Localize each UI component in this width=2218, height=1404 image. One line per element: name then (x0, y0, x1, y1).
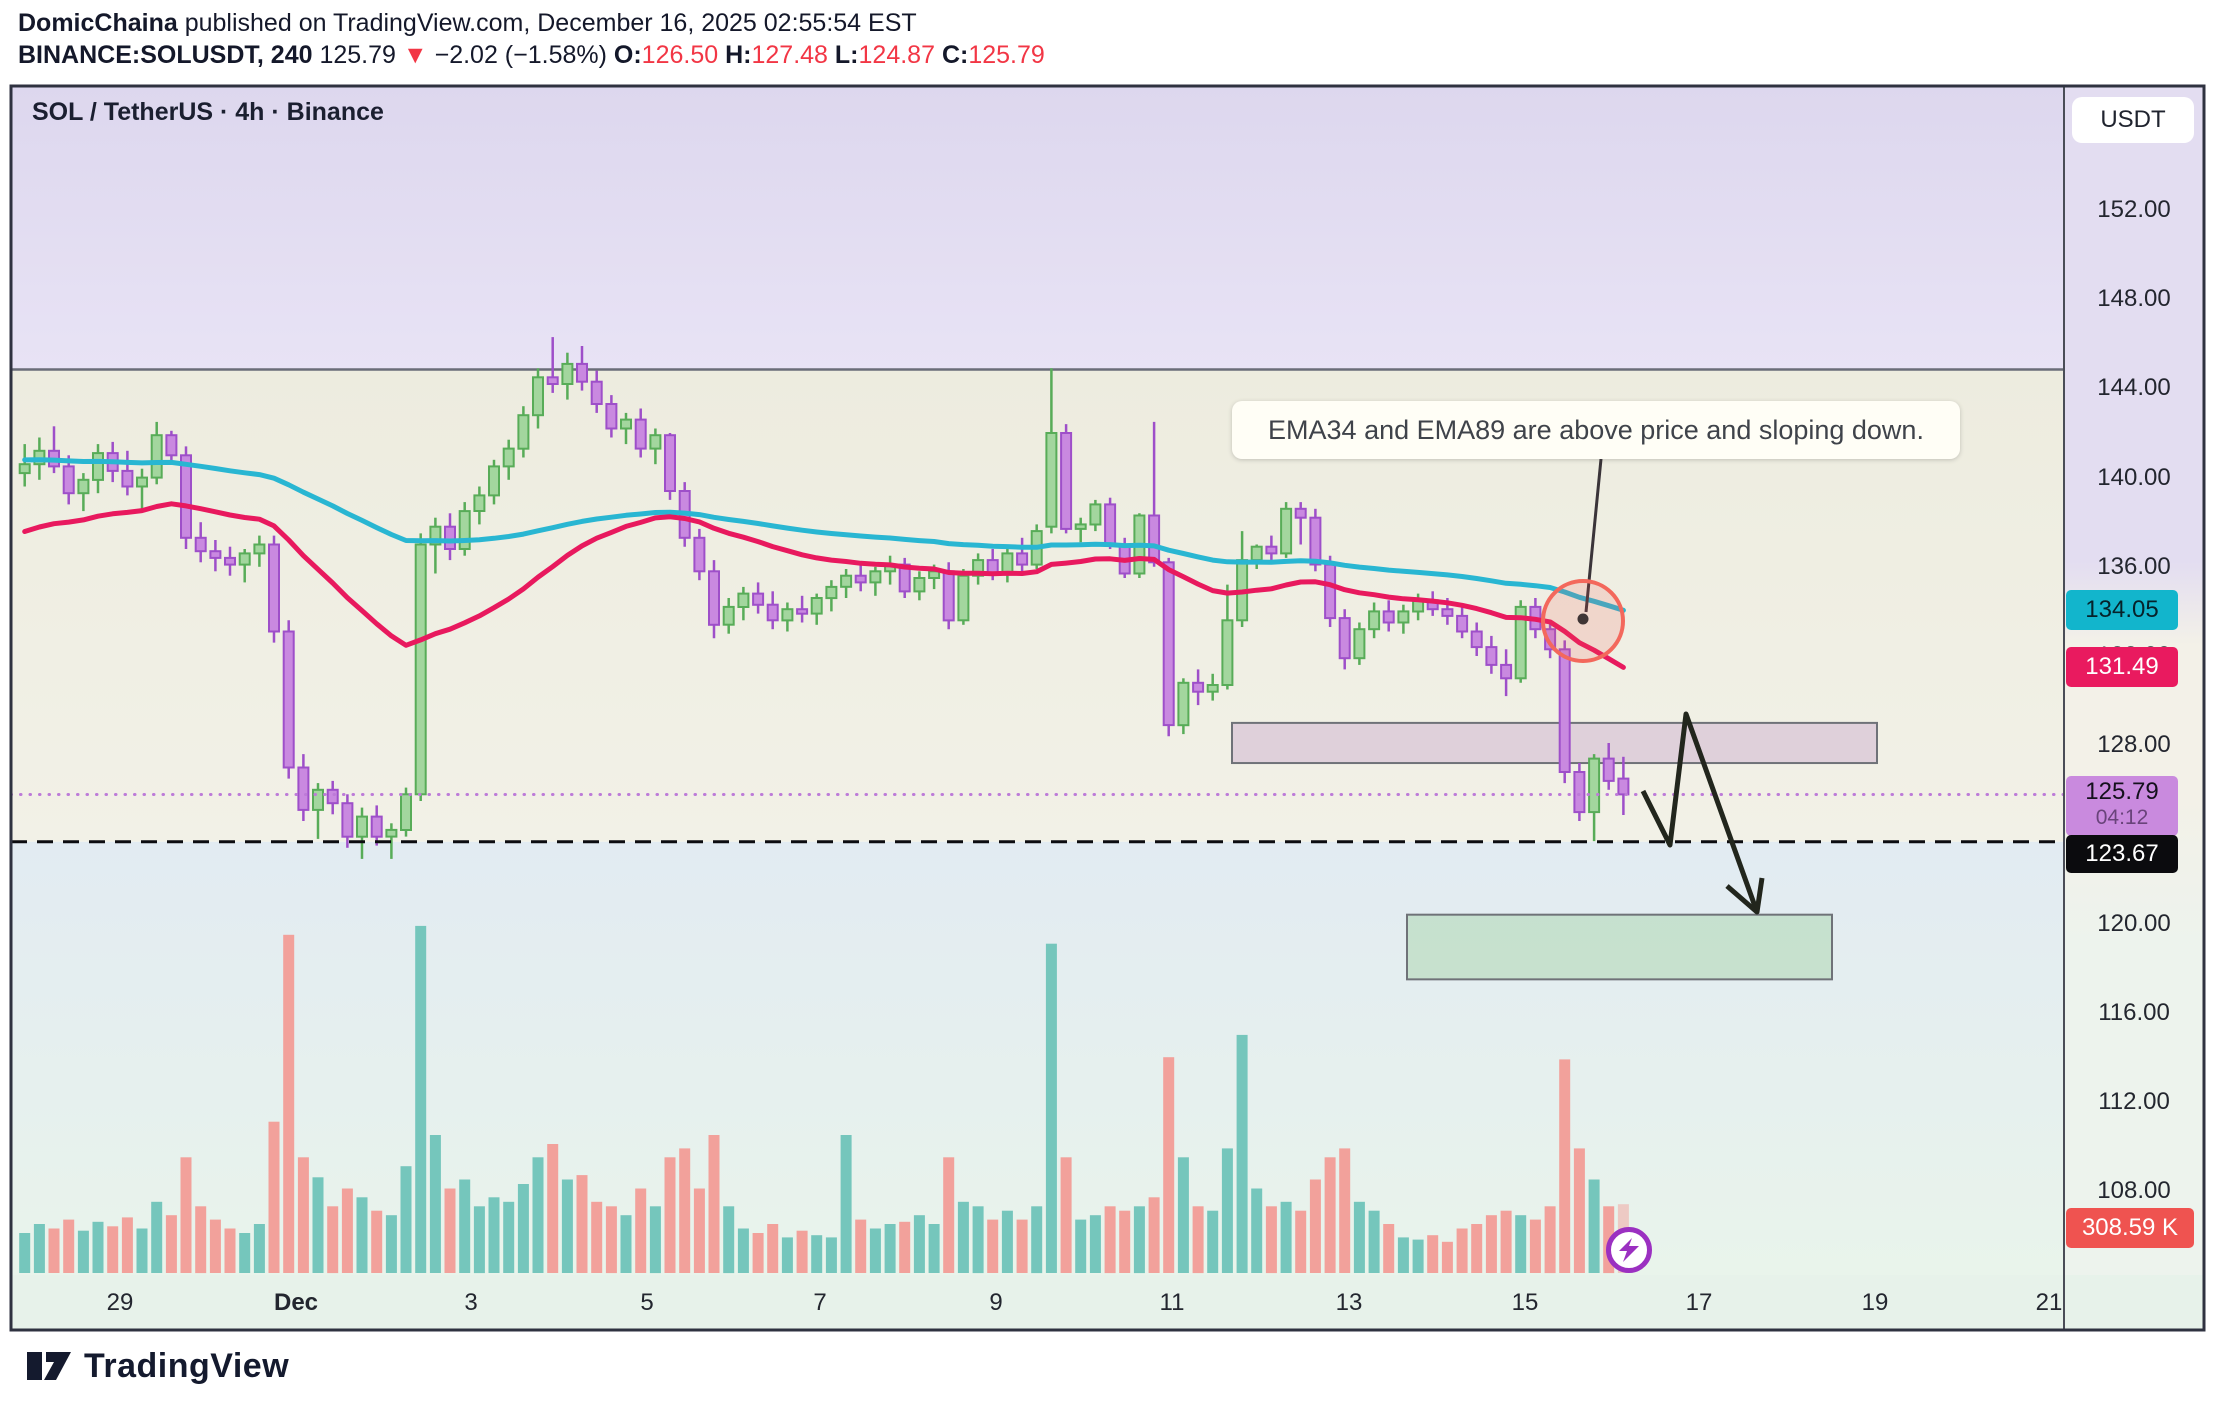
time-scale-label: 29 (106, 1289, 134, 1316)
lightning-icon (1619, 1238, 1639, 1262)
price-change: −2.02 (−1.58%) (434, 41, 607, 69)
low-line-price-badge: 123.67 (2066, 835, 2178, 873)
tradingview-logo-text: TradingView (84, 1346, 290, 1385)
tradingview-logo-icon (27, 1352, 71, 1380)
highlight-circle-dot (1577, 613, 1589, 625)
high-value: 127.48 (751, 41, 828, 69)
price-scale-label: 152.00 (2097, 196, 2171, 223)
time-scale-label: 9 (989, 1289, 1003, 1316)
chart-legend-title[interactable]: SOL / TetherUS · 4h · Binance (32, 98, 384, 126)
low-label: L: (834, 41, 859, 69)
ema89-price-badge: 134.05 (2066, 590, 2178, 630)
price-scale-label: 112.00 (2098, 1088, 2170, 1115)
author-name: DomicChaina (18, 9, 178, 37)
candles (18, 337, 1630, 859)
trend-arrow-head (1725, 877, 1765, 915)
currency-toggle-button[interactable]: USDT (2072, 97, 2194, 143)
price-scale-label: 148.00 (2097, 285, 2171, 313)
time-scale-label: 15 (1511, 1289, 1539, 1316)
open-value: 126.50 (641, 41, 719, 69)
time-scale-label: 19 (1861, 1289, 1889, 1316)
chart-border (9, 84, 2206, 1332)
target-zone[interactable] (1406, 913, 1833, 981)
ema89-line[interactable] (22, 457, 1626, 613)
annotation-callout[interactable]: EMA34 and EMA89 are above price and slop… (1232, 401, 1960, 459)
published-text: published on TradingView.com, December 1… (177, 9, 917, 37)
ema34-price-badge: 131.49 (2066, 647, 2178, 687)
time-scale-label: 11 (1159, 1289, 1185, 1316)
time-scale-label: 5 (640, 1289, 654, 1316)
volume-bars (19, 925, 1629, 1274)
volume-badge: 308.59 K (2066, 1208, 2194, 1248)
published-header: DomicChaina published on TradingView.com… (18, 8, 917, 38)
ema34-line[interactable] (22, 501, 1626, 670)
symbol-label: BINANCE:SOLUSDT, (18, 41, 264, 69)
low-value: 124.87 (858, 41, 935, 69)
last-price-badge: 125.79 04:12 (2066, 776, 2178, 836)
time-axis-background (11, 1275, 2204, 1330)
price-scale-label: 140.00 (2097, 463, 2171, 491)
down-arrow-icon: ▼ (402, 41, 428, 69)
trend-arrow[interactable] (1640, 711, 1760, 913)
price-scale-label: 108.00 (2097, 1177, 2171, 1205)
background-bands (11, 86, 2204, 1330)
time-scale-label: Dec (273, 1289, 319, 1316)
time-scale-label: 3 (464, 1289, 478, 1316)
last-price: 125.79 (319, 41, 396, 69)
time-scale-label: 17 (1685, 1289, 1713, 1316)
interval-label: 240 (270, 41, 313, 69)
price-scale-label: 128.00 (2097, 731, 2171, 759)
high-label: H: (725, 41, 752, 69)
close-value: 125.79 (968, 41, 1045, 69)
time-scale-label: 21 (2035, 1289, 2063, 1316)
price-scale-label: 144.00 (2097, 374, 2171, 402)
symbol-ohlc-header: BINANCE:SOLUSDT, 240 125.79 ▼ −2.02 (−1.… (18, 40, 1045, 70)
time-scale-label: 7 (813, 1289, 827, 1316)
last-price-badge-value: 125.79 (2085, 778, 2159, 805)
price-scale-label: 136.00 (2097, 552, 2171, 580)
resistance-zone[interactable] (1231, 721, 1878, 765)
bar-countdown-timer: 04:12 (2095, 806, 2149, 829)
price-scale-label: 120.00 (2097, 909, 2171, 937)
callout-pointer-line (1584, 458, 1603, 613)
tradingview-logo: TradingView (26, 1346, 289, 1386)
ideas-flash-button[interactable] (1606, 1227, 1652, 1273)
time-scale-label: 13 (1335, 1289, 1363, 1316)
open-label: O: (613, 41, 642, 69)
close-label: C: (941, 41, 969, 69)
price-scale-label: 116.00 (2098, 998, 2170, 1026)
